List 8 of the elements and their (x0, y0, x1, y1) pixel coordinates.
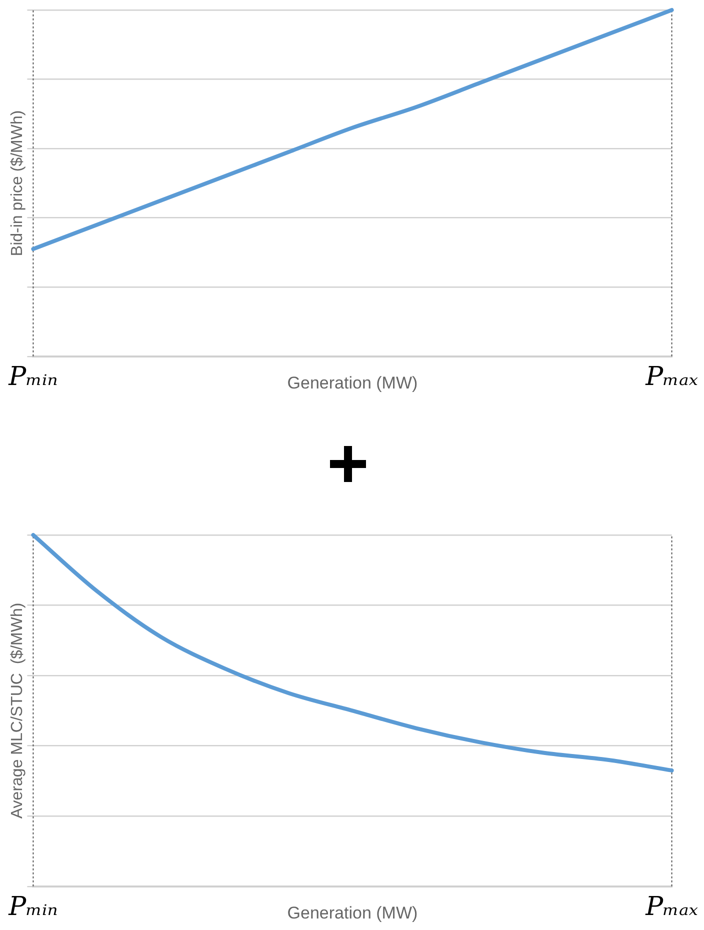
y-axis-title: Bid-in price ($/MWh) (9, 110, 26, 256)
x-tick-label: Pₘₐₓ (644, 362, 698, 392)
x-axis-title: Generation (MW) (287, 373, 418, 392)
x-tick-label: Pₘᵢₙ (8, 892, 58, 922)
x-axis-title: Generation (MW) (287, 903, 418, 922)
x-tick-label: Pₘₐₓ (644, 892, 698, 922)
x-tick-label: Pₘᵢₙ (8, 362, 58, 392)
y-axis-title: Average MLC/STUC ($/MWh) (9, 602, 26, 819)
